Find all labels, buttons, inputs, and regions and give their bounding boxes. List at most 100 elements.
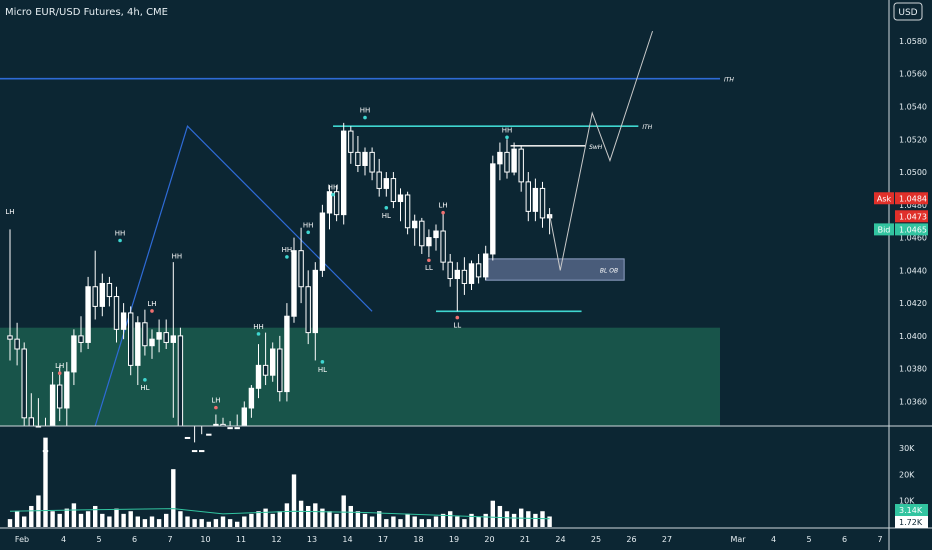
candle-body-35 xyxy=(255,364,262,389)
candle-body-13 xyxy=(99,282,105,307)
price-tick-0: 1.0580 xyxy=(899,37,927,46)
candle-body-26 xyxy=(191,450,198,453)
projection-path xyxy=(549,30,654,271)
volume-bar-12 xyxy=(93,505,98,527)
volume-bar-53 xyxy=(384,519,389,527)
time-tick-11: 18 xyxy=(413,535,423,544)
volume-bar-2 xyxy=(22,516,27,527)
swing-dot-12 xyxy=(363,115,367,120)
volume-bar-13 xyxy=(100,513,105,527)
volume-bar-68 xyxy=(490,500,495,527)
swing-dot-8 xyxy=(285,255,289,259)
candle-body-72 xyxy=(518,148,524,183)
time-tick-14: 21 xyxy=(520,535,530,544)
candle-body-1 xyxy=(14,338,20,350)
candle-body-11 xyxy=(85,286,91,343)
volume-bar-73 xyxy=(526,511,531,527)
candle-body-49 xyxy=(355,151,361,166)
volume-bar-35 xyxy=(256,511,261,527)
time-tick-17: 26 xyxy=(626,535,636,544)
swing-dot-4 xyxy=(143,378,147,382)
price-tick-10: 1.0380 xyxy=(899,365,927,374)
candle-body-19 xyxy=(142,322,148,347)
volume-bar-50 xyxy=(362,513,368,527)
price-badge-box-1 xyxy=(895,210,928,223)
candle-body-25 xyxy=(184,436,191,439)
hline-label-0: ITH xyxy=(724,77,734,84)
volume-bar-5 xyxy=(43,437,48,527)
volume-bar-38 xyxy=(277,511,282,527)
time-tick-13: 20 xyxy=(484,535,494,544)
volume-bar-45 xyxy=(327,511,332,527)
candle-body-63 xyxy=(454,269,461,280)
swing-label-3: LH xyxy=(147,300,156,308)
swing-dot-17 xyxy=(505,135,509,140)
volume-badge-value-0: 3.14K xyxy=(899,506,923,515)
candle-body-38 xyxy=(277,348,283,393)
volume-bar-17 xyxy=(128,511,133,527)
time-tick-15: 24 xyxy=(555,535,565,544)
volume-bar-33 xyxy=(242,516,247,527)
volume-bar-3 xyxy=(29,505,34,527)
volume-bar-27 xyxy=(199,519,204,527)
candle-body-62 xyxy=(447,261,453,280)
volume-bar-59 xyxy=(426,519,432,527)
time-tick-4: 7 xyxy=(167,535,172,544)
volume-bar-42 xyxy=(306,505,311,527)
volume-bar-41 xyxy=(298,500,304,527)
candle-body-21 xyxy=(156,332,162,340)
volume-bar-56 xyxy=(405,513,410,527)
candle-body-20 xyxy=(149,338,155,347)
volume-bar-24 xyxy=(178,511,183,527)
swing-dot-11 xyxy=(320,360,325,364)
zone-label-1: BL OB xyxy=(600,268,618,275)
volume-badge-box-0 xyxy=(895,504,928,516)
price-badge-box-0 xyxy=(895,192,928,205)
price-badge-tag-0 xyxy=(874,192,894,205)
hline-label-1: ITH xyxy=(642,124,652,131)
candle-body-28 xyxy=(206,433,212,436)
chart-title: Micro EUR/USD Futures, 4h, CME xyxy=(5,7,168,18)
volume-bar-10 xyxy=(78,513,84,527)
swing-label-6: LH xyxy=(211,397,220,405)
price-badge-label-2: Bid xyxy=(878,225,891,234)
swing-label-8: HH xyxy=(282,246,293,254)
candle-body-66 xyxy=(475,263,482,278)
price-tick-8: 1.0420 xyxy=(899,299,927,308)
candle-body-2 xyxy=(21,348,27,419)
time-tick-16: 25 xyxy=(591,535,601,544)
volume-bar-15 xyxy=(114,508,119,527)
volume-bar-36 xyxy=(263,508,268,527)
price-tick-5: 1.0480 xyxy=(899,201,927,210)
price-tick-1: 1.0560 xyxy=(899,70,927,79)
price-badge-value-2: 1.0465 xyxy=(899,225,927,234)
candle-body-46 xyxy=(333,191,340,216)
candle-body-69 xyxy=(497,151,503,165)
hline-label-2: SwH xyxy=(589,144,603,151)
volume-bar-26 xyxy=(192,519,197,527)
price-badge-tag-2 xyxy=(874,223,894,236)
volume-bar-71 xyxy=(511,513,517,527)
volume-bar-54 xyxy=(391,516,396,527)
candle-body-61 xyxy=(440,230,446,263)
currency-label: USD xyxy=(898,8,917,18)
currency-button[interactable] xyxy=(893,2,923,21)
swing-label-2: HH xyxy=(115,229,126,237)
candle-body-42 xyxy=(305,286,311,334)
volume-bar-47 xyxy=(341,495,346,527)
volume-bar-18 xyxy=(135,516,140,527)
swing-dot-9 xyxy=(306,230,311,235)
candle-body-51 xyxy=(369,151,375,173)
volume-bar-62 xyxy=(448,511,453,527)
candle-body-9 xyxy=(71,335,77,373)
candle-body-71 xyxy=(511,148,517,173)
volume-bar-8 xyxy=(64,508,69,527)
price-tick-6: 1.0460 xyxy=(899,234,927,243)
swing-label-17: HH xyxy=(502,126,513,134)
candles-layer xyxy=(7,122,553,453)
horizontal-lines-layer: ITH ITH SwH xyxy=(0,77,734,313)
time-tick-18: 27 xyxy=(662,535,672,544)
swing-dot-16 xyxy=(455,315,460,320)
time-tick-3: 6 xyxy=(132,535,137,544)
